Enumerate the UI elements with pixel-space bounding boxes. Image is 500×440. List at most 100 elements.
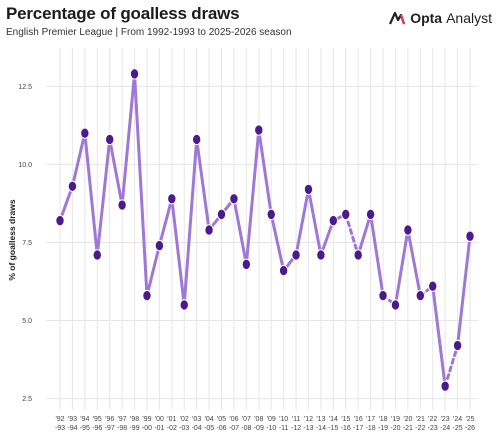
x-tick-label: -05	[204, 425, 214, 432]
series-segment	[120, 72, 137, 207]
series-segment	[244, 128, 261, 266]
brand-name-light: Analyst	[446, 10, 492, 26]
data-point	[316, 249, 326, 261]
data-point	[428, 280, 438, 292]
x-tick-label: -11	[279, 425, 289, 432]
data-point	[365, 208, 376, 221]
x-tick-label: '07	[242, 416, 251, 423]
series-segment	[319, 219, 335, 257]
opta-logo-icon	[389, 11, 406, 25]
series-segment	[182, 137, 199, 307]
x-tick-label: -95	[80, 425, 90, 432]
x-tick-label: -08	[241, 425, 251, 432]
series-segment	[108, 137, 124, 207]
data-point	[154, 239, 165, 252]
series-segment	[306, 187, 323, 257]
data-point	[80, 127, 90, 139]
x-tick-label: '18	[378, 416, 387, 423]
data-point	[303, 183, 314, 196]
chart-title: Percentage of goalless draws	[6, 4, 240, 23]
x-tick-label: -24	[440, 425, 450, 432]
y-tick-label: 7.5	[22, 240, 32, 247]
opta-analyst-logo: Opta Analyst	[388, 9, 492, 27]
data-point	[378, 289, 388, 302]
series-segment	[456, 234, 472, 348]
data-point	[452, 339, 463, 352]
y-tick-label: 10.0	[18, 162, 32, 169]
x-tick-label: '95	[93, 416, 102, 423]
y-tick-label: 5.0	[22, 318, 32, 325]
x-tick-label: -96	[92, 425, 102, 432]
data-point	[55, 214, 65, 227]
x-tick-label: -13	[303, 425, 313, 432]
series-segment	[406, 228, 422, 298]
data-point	[92, 249, 102, 261]
data-point	[278, 264, 289, 277]
x-tick-label: '96	[105, 416, 114, 423]
data-point	[254, 124, 264, 136]
series-segment	[157, 197, 174, 248]
data-point	[104, 133, 115, 146]
x-tick-label: -20	[390, 425, 400, 432]
x-tick-label: '03	[192, 416, 201, 423]
data-point	[241, 258, 252, 271]
series-segment	[269, 212, 286, 273]
x-tick-label: -04	[192, 425, 202, 432]
x-tick-label: -18	[366, 425, 376, 432]
x-tick-label: '11	[292, 416, 301, 423]
series-segment	[369, 212, 385, 298]
x-tick-label: -22	[415, 425, 425, 432]
x-tick-label: '22	[428, 416, 437, 423]
series-segment	[232, 197, 248, 266]
series-segment	[195, 137, 211, 232]
series-segment	[393, 228, 410, 307]
x-tick-label: '15	[341, 416, 350, 423]
y-axis-ticks: 2.5 5.0 7.5 10.0 12.5	[18, 84, 32, 403]
x-tick-label: -07	[229, 425, 239, 432]
series-segment	[145, 244, 161, 298]
x-tick-label: -09	[254, 425, 264, 432]
x-tick-label: -03	[179, 425, 189, 432]
series-segment	[431, 284, 447, 388]
x-tick-label: '94	[80, 416, 89, 423]
x-tick-label: '00	[155, 416, 164, 423]
data-point	[191, 133, 202, 146]
gridlines	[46, 48, 478, 410]
data-point	[341, 208, 351, 221]
x-tick-label: '05	[217, 416, 226, 423]
x-tick-label: '13	[316, 416, 325, 423]
data-point	[440, 380, 450, 392]
x-tick-label: -94	[67, 425, 77, 432]
data-point	[117, 199, 127, 211]
x-tick-label: '10	[279, 416, 288, 423]
data-point	[415, 289, 426, 302]
data-point	[167, 193, 177, 205]
series-segment	[95, 137, 112, 257]
x-tick-label: -16	[341, 425, 351, 432]
x-tick-label: '14	[329, 416, 338, 423]
x-tick-label: -97	[105, 425, 115, 432]
x-tick-label: '17	[366, 416, 375, 423]
x-tick-label: '01	[167, 416, 176, 423]
data-point	[67, 180, 78, 192]
x-tick-label: '19	[391, 416, 400, 423]
data-point	[353, 249, 363, 261]
x-tick-label: '04	[205, 416, 214, 423]
x-tick-label: -93	[55, 425, 65, 432]
x-tick-label: -26	[465, 425, 475, 432]
x-tick-label: '21	[416, 416, 425, 423]
x-tick-label: -99	[129, 425, 139, 432]
x-tick-label: -02	[167, 425, 177, 432]
data-point	[129, 68, 140, 80]
brand-name-strong: Opta	[410, 10, 443, 26]
data-point	[216, 208, 227, 221]
x-tick-label: -19	[378, 425, 388, 432]
x-tick-label: -15	[328, 425, 338, 432]
series-segment	[83, 131, 99, 257]
series-segment	[344, 212, 360, 257]
x-tick-label: -12	[291, 425, 301, 432]
x-tick-label: '06	[229, 416, 238, 423]
series-segment	[133, 72, 149, 298]
x-tick-label: '92	[55, 416, 64, 423]
